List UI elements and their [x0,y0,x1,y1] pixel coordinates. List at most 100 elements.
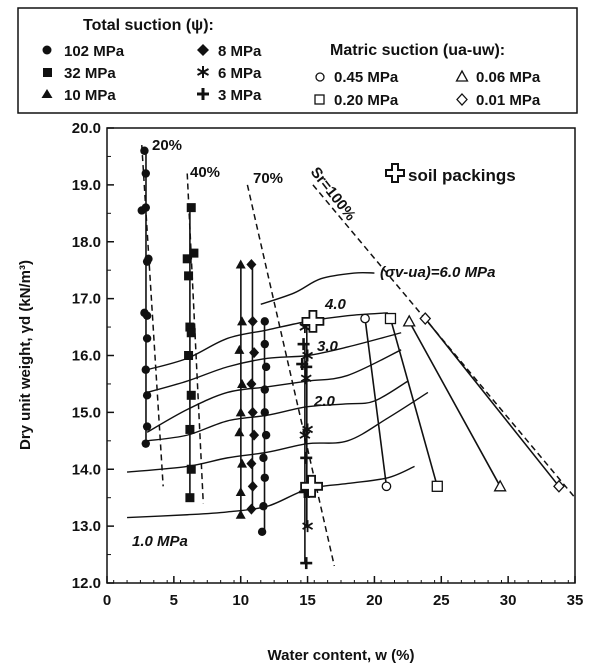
triangle-filled-marker [41,89,53,98]
legend-label-3: 3 MPa [218,87,262,104]
legend-total-8: 8 MPa [197,43,262,60]
x-tick-label: 20 [366,592,383,609]
legend-label-006: 0.06 MPa [476,69,541,86]
point-square-filled [186,464,196,474]
connector-lines [145,150,560,564]
legend-total-10: 10 MPa [41,87,116,104]
point-triangle-filled [237,378,248,388]
legend-matric-001: 0.01 MPa [456,92,541,109]
point-circle-filled [260,408,269,417]
stress-label-4: 4.0 [324,296,347,313]
legend-label-102: 102 MPa [64,43,125,60]
point-plus [300,557,313,570]
point-square-filled [184,271,194,281]
legend: Total suction (ψ): Matric suction (ua-uw… [17,7,578,114]
square-open-marker [314,94,325,105]
y-tick-label: 16.0 [72,348,101,365]
x-tick-label: 10 [232,592,249,609]
point-asterisk [300,372,312,385]
point-triangle-filled [235,509,246,519]
point-diamond-filled [249,347,260,359]
point-circle-open [381,481,392,492]
y-tick-label: 19.0 [72,177,101,194]
stress-label-3: 3.0 [317,338,339,355]
point-triangle-open [402,314,416,327]
legend-total-6 [197,66,209,78]
legend-total-title: Total suction (ψ): [83,17,214,34]
data-points [137,146,565,570]
stress-curve-1-0 [127,465,415,519]
saturation-line-0 [141,145,164,487]
stress-curve-2-0 [146,349,402,433]
point-circle-filled [141,365,150,374]
legend-box [17,7,578,114]
y-tick-label: 14.0 [72,461,101,478]
point-circle-filled [144,254,153,264]
point-cross-open [300,474,323,498]
stress-curves [126,271,429,519]
point-circle-filled [260,385,269,394]
point-square-filled [186,203,196,213]
saturation-lines [141,145,575,567]
point-square-open [431,480,443,492]
point-circle-filled [260,473,269,482]
point-triangle-filled [234,427,245,437]
matric-line [424,318,560,487]
point-diamond-filled [247,406,258,418]
legend-label-045: 0.45 MPa [334,69,399,86]
legend-label-10: 10 MPa [64,87,116,104]
point-square-filled [185,322,195,332]
x-tick-label: 35 [567,592,584,609]
point-cross-open [301,309,325,333]
x-tick-label: 25 [433,592,450,609]
stress-label-1: 1.0 MPa [132,533,188,550]
point-square-filled [186,328,196,338]
point-circle-filled [141,203,150,212]
matric-line [408,320,501,487]
point-diamond-filled [249,429,260,441]
point-plus [296,358,309,371]
point-circle-filled [141,439,150,448]
stress-label-2: 2.0 [313,393,336,410]
point-triangle-filled [235,487,246,496]
point-diamond-filled [247,480,258,492]
legend-label-001: 0.01 MPa [476,92,541,109]
point-square-open [384,312,397,325]
sat-label-100: Sr=100% [307,164,359,224]
x-tick-label: 0 [103,592,111,609]
point-diamond-filled [246,259,257,270]
point-square-filled [184,351,194,360]
sat-label-70: 70% [253,170,283,187]
square-filled-marker [43,68,52,77]
point-circle-open [360,313,370,324]
soil-packings-label: soil packings [385,163,516,185]
saturation-line-2 [246,184,336,567]
y-tick-label: 20.0 [72,120,101,137]
point-circle-filled [260,339,269,349]
point-circle-filled [141,169,150,178]
legend-matric-title: Matric suction (ua-uw): [330,42,505,59]
y-tick-label: 18.0 [72,234,101,251]
point-circle-filled [142,334,152,343]
legend-label-6: 6 MPa [218,65,262,82]
matric-line [389,318,439,487]
legend-matric-020: 0.20 MPa [314,92,399,109]
point-square-filled [189,248,199,258]
stress-curve-3-0 [146,332,402,394]
point-circle-filled [142,391,152,400]
point-diamond-filled [247,315,258,327]
point-circle-filled [257,527,267,537]
point-square-filled [186,390,196,400]
point-triangle-filled [237,458,248,468]
legend-total-32: 32 MPa [43,65,116,82]
point-triangle-filled [237,316,248,326]
point-plus [297,338,310,351]
point-diamond-open [553,479,565,493]
matric-line [364,318,388,487]
legend-total-102: 102 MPa [42,43,125,60]
y-axis-title: Dry unit weight, γd (kN/m³) [17,260,34,450]
y-tick-label: 12.0 [72,575,101,592]
stress-label-6: (σv-ua)=6.0 MPa [380,264,495,281]
legend-matric-006: 0.06 MPa [455,69,541,86]
